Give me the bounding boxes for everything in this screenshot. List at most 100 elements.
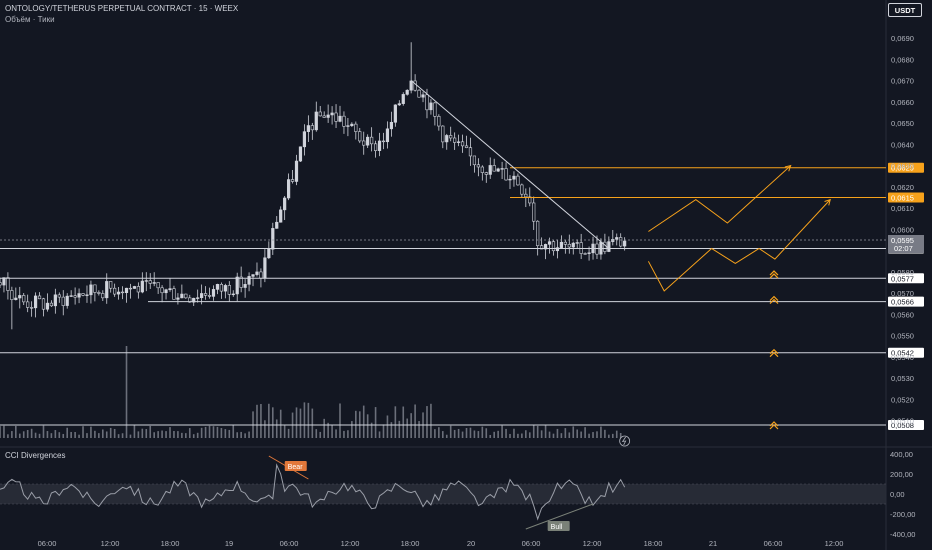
volume-bar (18, 433, 21, 438)
x-tick-label: 12:00 (583, 539, 602, 548)
volume-bar (271, 407, 274, 438)
candle-down (437, 116, 441, 127)
volume-bar (572, 426, 575, 438)
candle-down (413, 80, 417, 91)
y-tick-label: 0,0510 (891, 417, 914, 426)
candle-down (207, 295, 212, 297)
volume-bar (513, 428, 515, 438)
candle-up (271, 228, 275, 250)
y-tick-label: 0,0690 (891, 34, 914, 43)
level-label-bg (888, 347, 924, 358)
volume-bar (200, 427, 203, 438)
cci-y-tick-label: 400,00 (890, 450, 913, 459)
volume-bar (70, 431, 72, 438)
volume-bar (133, 425, 136, 438)
volume-bar (347, 430, 349, 438)
volume-bar (109, 427, 112, 438)
volume-bar (339, 403, 341, 438)
volume-bar (402, 406, 405, 438)
candle-down (259, 271, 263, 279)
volume-bar (137, 431, 140, 438)
volume-bar (90, 426, 92, 438)
volume-bar (331, 424, 333, 438)
volume-bar (457, 428, 460, 438)
candle-down (310, 125, 314, 131)
candle-up (168, 288, 172, 291)
volume-bar (244, 433, 246, 438)
candle-up (65, 295, 69, 306)
candle-down (551, 241, 556, 252)
x-tick-label: 06:00 (764, 539, 783, 548)
candle-up (33, 295, 38, 309)
candle-up (623, 240, 627, 247)
candle-up (105, 281, 109, 299)
level-label: 0,0566 (891, 298, 914, 307)
volume-bar (481, 426, 484, 438)
volume-bar (105, 431, 108, 438)
candle-up (405, 89, 409, 95)
candle-up (275, 221, 279, 229)
volume-bar (323, 418, 325, 438)
volume-bar (66, 427, 69, 438)
volume-bar (299, 408, 302, 438)
candle-down (148, 280, 152, 284)
currency-button[interactable]: USDT (888, 3, 922, 17)
candle-down (583, 253, 587, 255)
candle-down (219, 284, 223, 292)
volume-bar (548, 431, 551, 438)
volume-bar (315, 429, 318, 438)
volume-bar (410, 413, 412, 438)
x-tick-label: 18:00 (401, 539, 420, 548)
candle-up (144, 280, 148, 282)
candle-down (381, 140, 386, 143)
candle-up (512, 175, 516, 180)
x-tick-label: 06:00 (522, 539, 541, 548)
volume-bar (619, 432, 622, 438)
candle-down (524, 193, 528, 198)
volume-bar (497, 430, 499, 438)
volume-bar (141, 428, 144, 438)
volume-bar (129, 434, 132, 438)
y-tick-label: 0,0530 (891, 374, 914, 383)
candle-down (334, 112, 338, 122)
candle-up (457, 141, 461, 143)
volume-bar (98, 433, 100, 438)
volume-bar (228, 429, 231, 438)
volume-bar (532, 425, 535, 438)
candle-up (559, 241, 563, 248)
level-label-bg (888, 296, 924, 307)
volume-bar (196, 432, 199, 438)
volume-bar (74, 431, 76, 438)
candle-up (393, 104, 397, 123)
candle-up (279, 209, 283, 223)
volume-bar (303, 402, 306, 438)
volume-bar (224, 429, 227, 438)
candle-up (132, 286, 137, 289)
candle-down (10, 290, 14, 300)
candle-up (263, 257, 267, 279)
volume-bar (465, 427, 468, 438)
y-tick-label: 0,0660 (891, 98, 914, 107)
candle-down (453, 137, 457, 143)
candle-up (571, 242, 575, 248)
level-label-bg (888, 162, 924, 173)
volume-bar (177, 431, 179, 438)
volume-bar (50, 433, 53, 438)
candle-down (26, 301, 30, 308)
candle-up (575, 242, 579, 244)
cci-legend: CCI Divergences (5, 451, 66, 460)
candle-down (480, 166, 484, 173)
volume-bar (556, 428, 559, 438)
x-tick-label: 12:00 (825, 539, 844, 548)
y-tick-label: 0,0520 (891, 395, 914, 404)
volume-bar (501, 425, 503, 438)
volume-bar (568, 432, 571, 438)
volume-bar (11, 431, 13, 438)
target-chevron-icon (769, 295, 779, 304)
cci-y-tick-label: 200,00 (890, 470, 913, 479)
candle-up (314, 111, 318, 131)
volume-bar (188, 428, 191, 438)
volume-bar (473, 430, 476, 438)
candle-up (330, 112, 334, 116)
